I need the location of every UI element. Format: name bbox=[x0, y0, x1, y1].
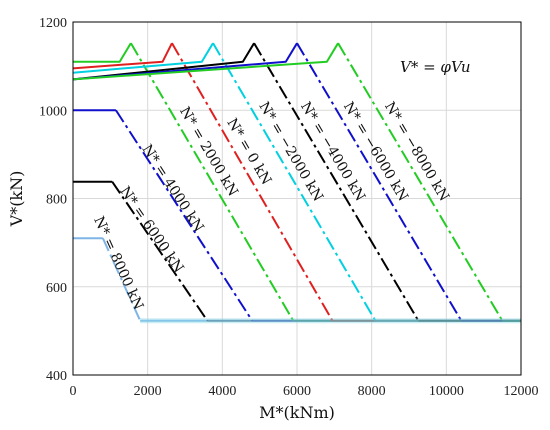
x-tick-label: 12000 bbox=[504, 384, 539, 399]
series-plateau bbox=[72, 42, 173, 70]
series-descent bbox=[130, 42, 295, 322]
series-descent bbox=[111, 181, 209, 322]
series-descent bbox=[253, 42, 420, 322]
x-tick-label: 6000 bbox=[283, 384, 311, 399]
curve-labels: N* = 8000 kNN* = 6000 kNN* = 4000 kNN* =… bbox=[90, 99, 452, 312]
curve-label: N* = 8000 kN bbox=[90, 214, 146, 312]
annotation: V* = φVu bbox=[400, 58, 470, 76]
y-axis-label: V*(kN) bbox=[7, 171, 26, 228]
y-tick-label: 600 bbox=[46, 281, 67, 296]
tick-labels: 0 2000 4000 6000 8000 10000 12000 400 600 800 1000… bbox=[39, 16, 539, 399]
x-tick-label: 8000 bbox=[358, 384, 386, 399]
series-descent bbox=[337, 42, 504, 322]
y-tick-label: 1200 bbox=[39, 16, 67, 31]
series-descent bbox=[101, 237, 142, 322]
series-descent bbox=[171, 42, 334, 322]
x-axis-label: M*(kNm) bbox=[259, 403, 335, 422]
x-tick-label: 4000 bbox=[208, 384, 236, 399]
x-tick-label: 0 bbox=[70, 384, 77, 399]
series-plateau bbox=[72, 42, 339, 81]
series-descent bbox=[212, 42, 377, 322]
series-plateau bbox=[72, 42, 255, 81]
series-plateau bbox=[72, 42, 214, 74]
y-tick-label: 1000 bbox=[39, 104, 67, 119]
x-tick-label: 2000 bbox=[134, 384, 162, 399]
plot-frame bbox=[72, 21, 522, 376]
x-tick-label: 10000 bbox=[429, 384, 464, 399]
series-plateau bbox=[73, 42, 132, 63]
series-group bbox=[72, 42, 521, 324]
y-tick-label: 400 bbox=[46, 369, 67, 384]
series-descent bbox=[296, 42, 463, 322]
y-tick-label: 800 bbox=[46, 193, 67, 208]
series-descent bbox=[115, 109, 254, 322]
